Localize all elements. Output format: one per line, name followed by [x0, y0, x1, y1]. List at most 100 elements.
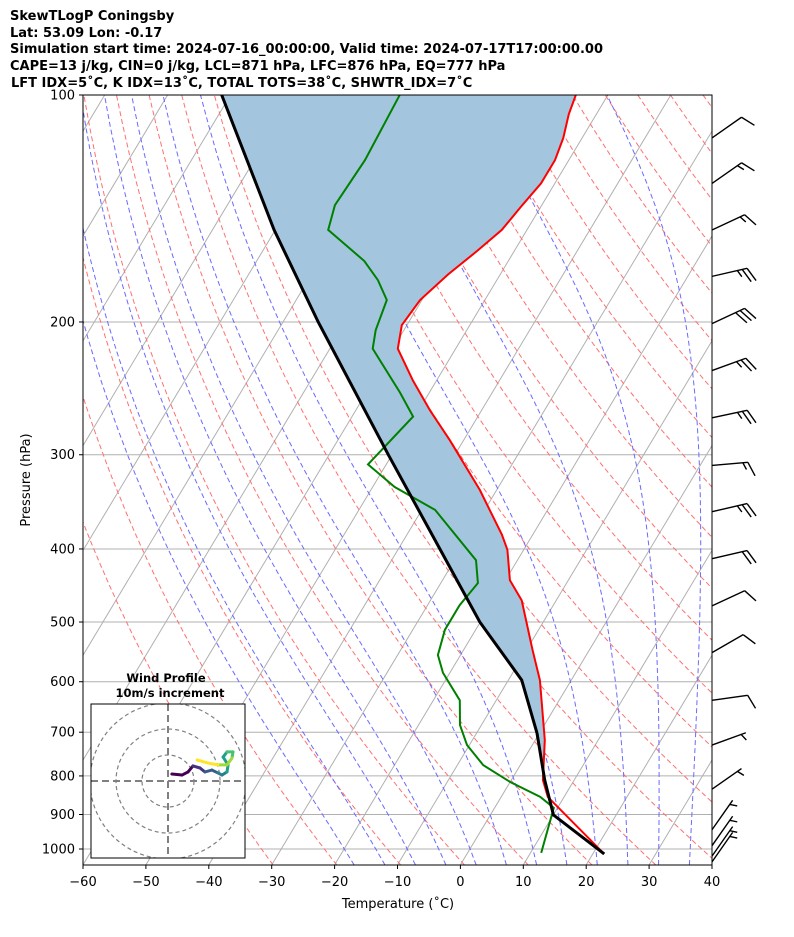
x-tick-label: −10	[384, 875, 411, 890]
isotherm-line	[396, 339, 712, 865]
barb-staff	[711, 767, 742, 790]
barb-half	[735, 361, 743, 368]
wind-barbs	[711, 116, 757, 863]
barb-staff	[711, 214, 745, 231]
wind-barb	[711, 502, 757, 518]
barb-staff	[711, 815, 734, 847]
wind-barb	[711, 634, 756, 654]
x-tick-label: 0	[456, 875, 464, 890]
wind-barb	[711, 357, 757, 372]
barb-half	[729, 830, 738, 833]
x-tick-label: −60	[69, 875, 96, 890]
barb-full	[739, 309, 752, 322]
temperature-line	[396, 95, 605, 855]
hodograph-segment	[206, 761, 220, 767]
hodograph-segment	[195, 758, 210, 765]
wind-barb	[711, 799, 738, 831]
wind-barb	[711, 307, 757, 325]
barb-half	[737, 165, 745, 171]
barb-full	[741, 410, 752, 425]
barb-staff	[711, 590, 745, 607]
barb-full	[744, 307, 757, 320]
cape-shading	[221, 95, 576, 815]
moist-adiabat-line	[720, 95, 759, 865]
dry-adiabat-line	[83, 394, 338, 865]
y-tick-label: 300	[50, 448, 75, 463]
barb-staff	[711, 461, 748, 467]
barb-full	[746, 503, 757, 517]
moist-adiabat-line	[83, 225, 386, 865]
barb-full	[741, 551, 752, 565]
dry-adiabat-line	[441, 95, 712, 488]
moist-adiabat-line	[200, 95, 538, 865]
moist-adiabat-line	[378, 95, 629, 865]
wind-barb	[711, 732, 747, 746]
dry-adiabat-line	[507, 95, 712, 390]
wind-barb	[711, 549, 757, 565]
barb-half	[729, 835, 738, 839]
barb-half	[742, 462, 748, 470]
barb-staff	[711, 831, 734, 863]
y-tick-label: 400	[50, 542, 75, 557]
y-axis: 100 200 300 400 500 600 700 800 900 1000	[42, 89, 83, 858]
wind-barb	[711, 116, 755, 139]
x-tick-label: −20	[321, 875, 348, 890]
barb-staff	[711, 694, 748, 701]
location-text: Lat: 53.09 Lon: -0.17	[10, 26, 162, 41]
dry-adiabat-line	[736, 95, 794, 865]
barb-half	[737, 770, 745, 776]
barb-full	[741, 162, 755, 172]
dry-adiabat-line	[637, 95, 712, 201]
dry-adiabat-line	[83, 95, 465, 865]
y-axis-label: Pressure (hPa)	[19, 433, 34, 526]
moist-adiabat-line	[131, 95, 477, 865]
barb-full	[746, 409, 757, 424]
barb-full	[746, 550, 757, 564]
moist-adiabat-line	[104, 95, 447, 865]
hodograph-frame	[90, 703, 246, 859]
dry-adiabat-line	[181, 95, 657, 865]
dry-adiabat-line	[669, 95, 712, 155]
dry-adiabat-line	[572, 95, 712, 294]
x-tick-label: 30	[641, 875, 658, 890]
barb-full	[740, 359, 753, 372]
barb-full	[747, 694, 757, 709]
moist-adiabat-line	[83, 318, 355, 865]
barb-staff	[711, 116, 742, 139]
wind-barb	[711, 267, 757, 283]
y-tick-label: 600	[50, 675, 75, 690]
wind-barb	[711, 831, 738, 863]
isotherm-line	[585, 654, 712, 865]
dewpoint-line	[327, 95, 555, 854]
wind-barb	[711, 214, 757, 231]
barb-full	[745, 357, 757, 370]
barb-staff	[711, 357, 747, 372]
barb-half	[740, 733, 747, 741]
hodograph-title: Wind Profile	[126, 671, 206, 685]
y-tick-label: 900	[50, 808, 75, 823]
x-tick-label: −50	[132, 875, 159, 890]
wind-barb	[711, 461, 756, 477]
barb-full	[741, 116, 755, 126]
dry-adiabat-line	[148, 95, 593, 865]
isotherm-line	[83, 95, 169, 237]
x-tick-label: 40	[704, 875, 721, 890]
indices-text: LFT IDX=5˚C, K IDX=13˚C, TOTAL TOTS=38˚C…	[11, 75, 472, 91]
parcel-line	[220, 95, 606, 856]
barb-full	[746, 267, 757, 281]
wind-barb	[711, 767, 745, 790]
wind-barb	[711, 162, 755, 184]
dry-adiabat-line	[474, 95, 712, 439]
dry-adiabat-line	[116, 95, 529, 865]
barb-full	[735, 312, 748, 324]
isotherm-line	[83, 95, 231, 342]
isotherm-line	[522, 549, 712, 865]
isotherm-line	[334, 235, 712, 865]
barb-staff	[711, 549, 748, 560]
wind-barb	[711, 409, 757, 425]
x-tick-label: −40	[195, 875, 222, 890]
barb-half	[736, 412, 743, 420]
chart-title: SkewTLogP Coningsby	[10, 9, 175, 24]
barb-staff	[711, 732, 747, 746]
